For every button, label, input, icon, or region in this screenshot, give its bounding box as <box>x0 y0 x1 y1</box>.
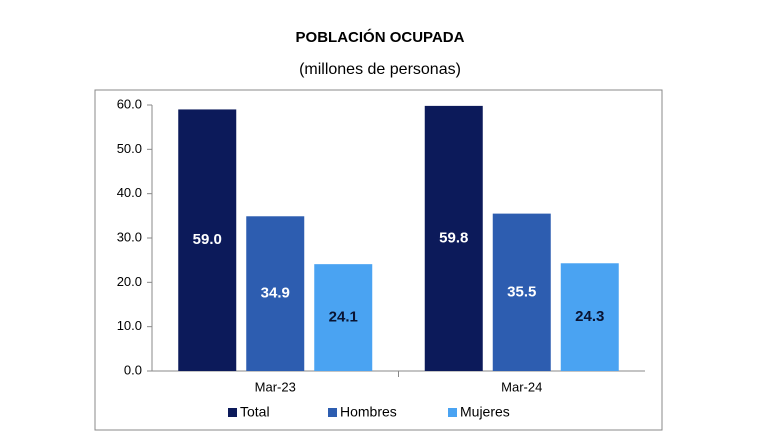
y-tick-label: 30.0 <box>117 229 142 244</box>
y-tick-label: 50.0 <box>117 141 142 156</box>
bar <box>178 109 237 371</box>
bar <box>492 213 551 371</box>
legend-label: Mujeres <box>460 404 510 420</box>
y-tick-label: 10.0 <box>117 318 142 333</box>
chart-frame <box>94 89 663 431</box>
legend-swatch <box>448 408 457 417</box>
bar <box>424 105 483 372</box>
legend-label: Total <box>240 404 270 420</box>
value-label: 24.3 <box>575 308 604 325</box>
legend-swatch <box>328 408 337 417</box>
y-tick-label: 20.0 <box>117 274 142 289</box>
value-label: 24.1 <box>329 309 358 326</box>
y-tick-label: 40.0 <box>117 185 142 200</box>
value-label: 34.9 <box>261 285 290 302</box>
bar <box>560 263 619 371</box>
x-tick-label: Mar-23 <box>255 379 296 394</box>
value-label: 59.0 <box>193 231 222 248</box>
value-label: 35.5 <box>507 283 536 300</box>
bar <box>314 264 373 371</box>
legend-label: Hombres <box>340 404 397 420</box>
y-tick-label: 60.0 <box>117 96 142 111</box>
y-tick-label: 0.0 <box>124 362 142 377</box>
bar <box>246 216 305 371</box>
legend-swatch <box>228 408 237 417</box>
chart-title: POBLACIÓN OCUPADA <box>296 28 465 46</box>
value-label: 59.8 <box>439 229 468 246</box>
x-tick-label: Mar-24 <box>501 379 542 394</box>
chart-subtitle: (millones de personas) <box>299 61 461 78</box>
